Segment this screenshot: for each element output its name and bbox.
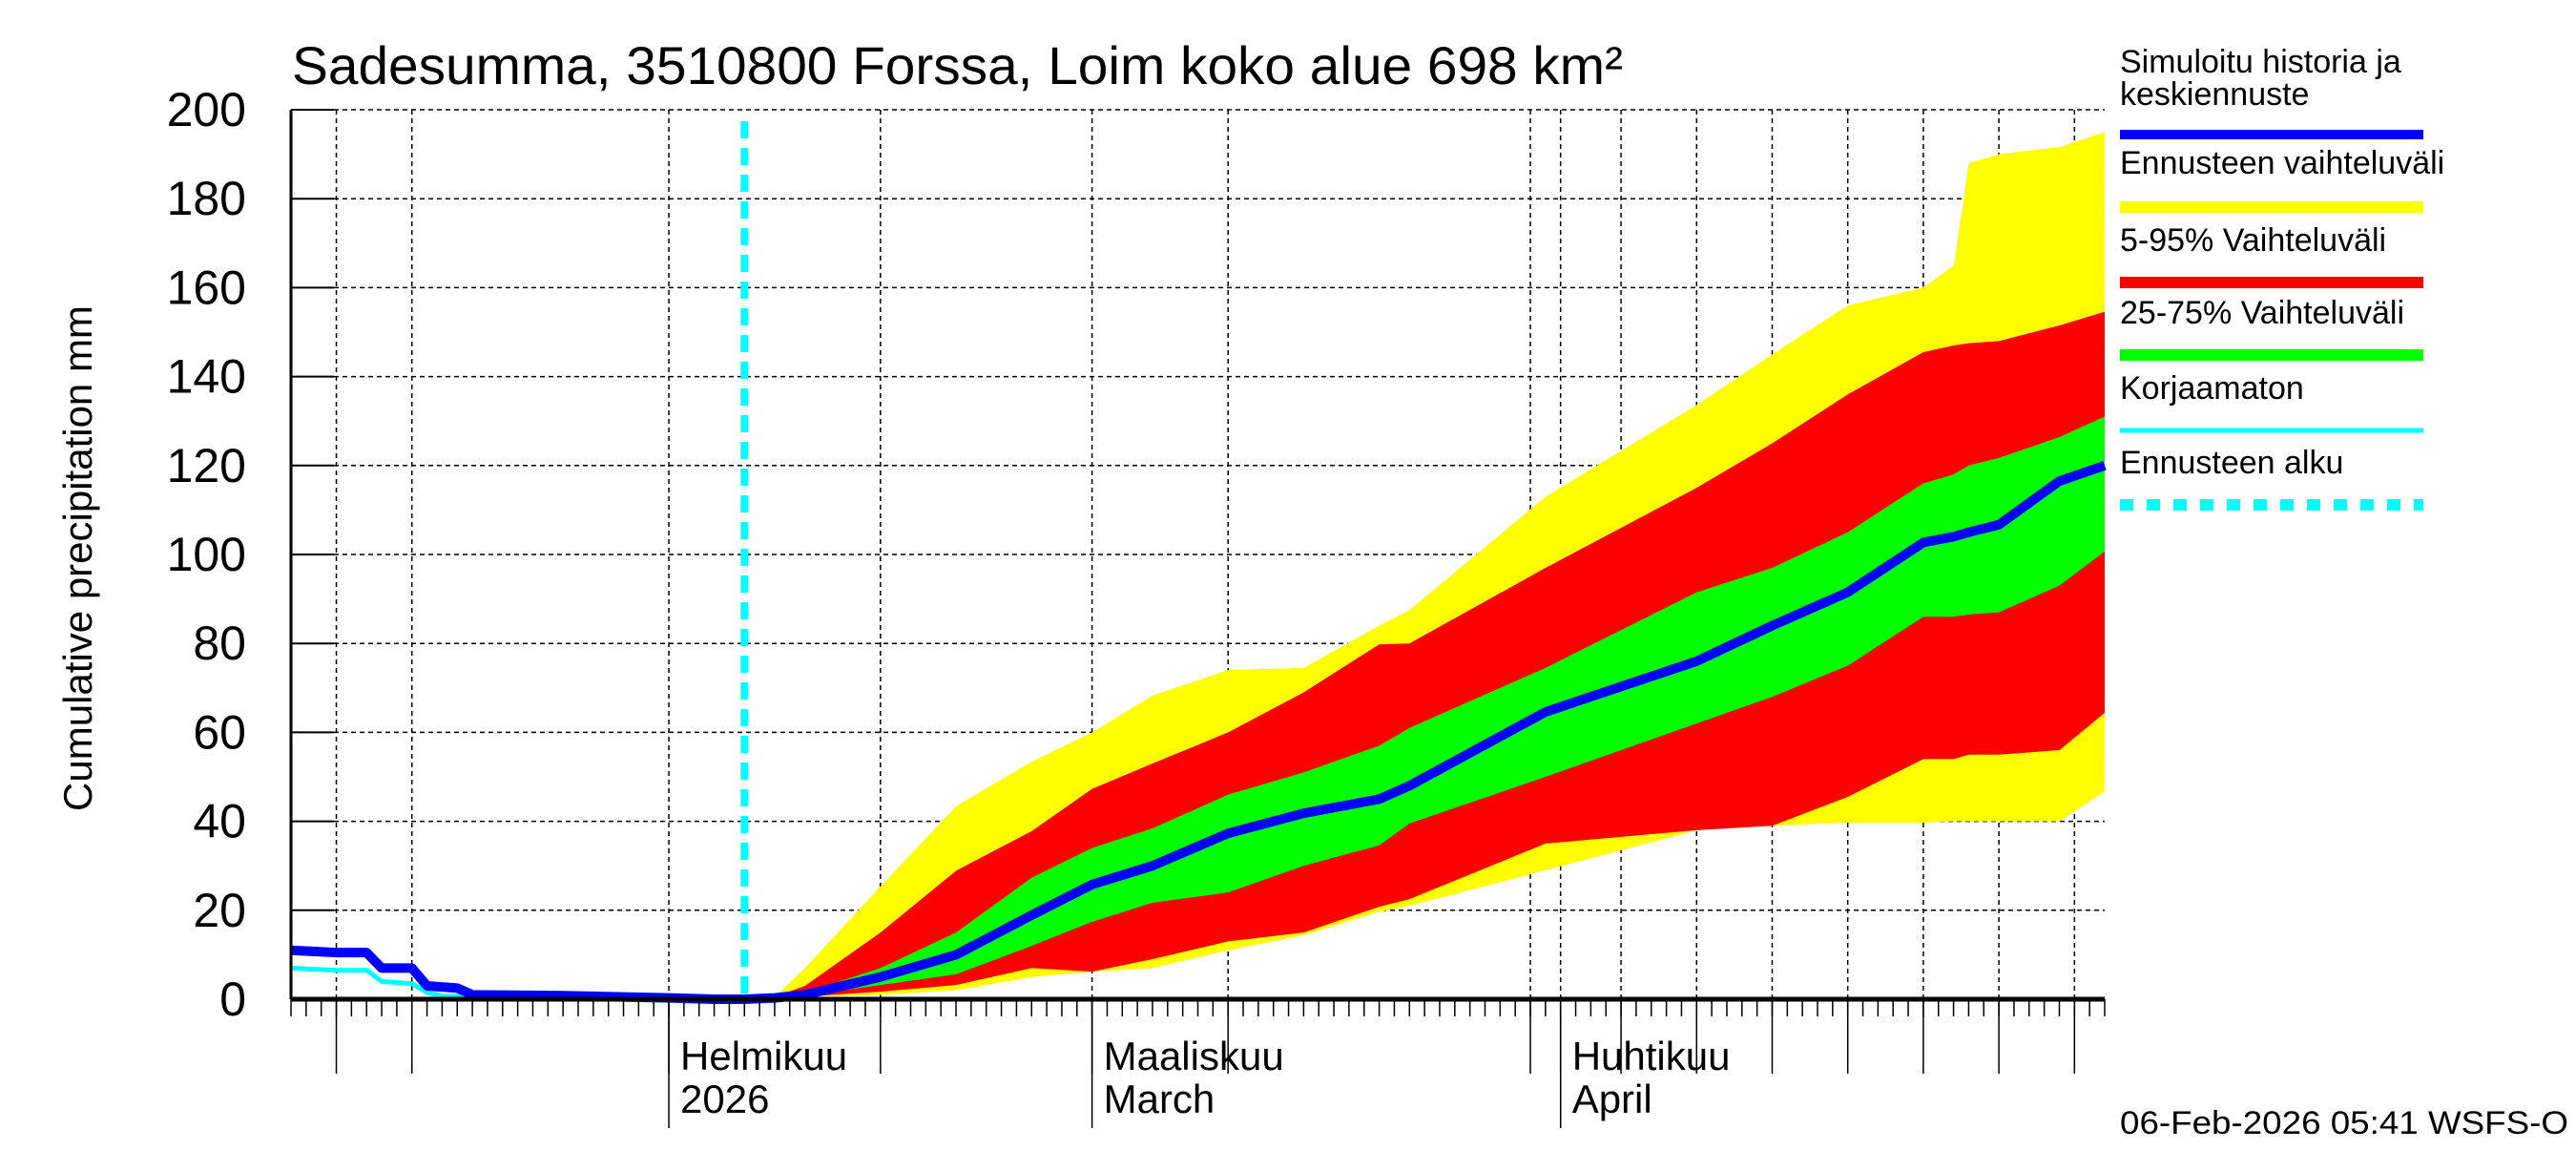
y-tick-label: 140 [167, 350, 246, 404]
legend-label: Simuloitu historia ja [2120, 44, 2401, 80]
band-5-95 [744, 311, 2105, 1000]
legend-label: 5-95% Vaihteluväli [2120, 222, 2386, 259]
chart-title: Sadesumma, 3510800 Forssa, Loim koko alu… [292, 35, 1623, 95]
legend-label: Korjaamaton [2120, 370, 2304, 407]
band-25-75 [744, 416, 2105, 999]
y-tick-label: 60 [193, 705, 246, 759]
y-tick-label: 40 [193, 795, 246, 848]
y-tick-label: 160 [167, 261, 246, 314]
y-axis-label: Cumulative precipitation mm [55, 305, 100, 811]
month-sublabel: 2026 [680, 1077, 769, 1121]
legend-label: keskiennuste [2120, 76, 2309, 113]
month-sublabel: April [1572, 1077, 1652, 1121]
forecast-bands [744, 132, 2105, 1000]
history-line [290, 945, 745, 1004]
month-sublabel: March [1104, 1077, 1215, 1121]
y-tick-label: 0 [219, 972, 246, 1026]
y-tick-label: 80 [193, 617, 246, 670]
median-forecast-line [744, 461, 2107, 1004]
y-tick-label: 180 [167, 172, 246, 225]
legend-label: Ennusteen vaihteluväli [2120, 145, 2444, 181]
month-label: Huhtikuu [1572, 1034, 1731, 1078]
legend-label: 25-75% Vaihteluväli [2120, 295, 2404, 331]
y-tick-label: 20 [193, 884, 246, 937]
month-label: Helmikuu [680, 1034, 847, 1078]
y-tick-label: 120 [167, 439, 246, 492]
month-label: Maaliskuu [1104, 1034, 1284, 1078]
legend-label: Ennusteen alku [2120, 445, 2343, 481]
timestamp: 06-Feb-2026 05:41 WSFS-O [2120, 1105, 2568, 1141]
y-tick-label: 100 [167, 528, 246, 581]
y-tick-label: 200 [167, 83, 246, 136]
